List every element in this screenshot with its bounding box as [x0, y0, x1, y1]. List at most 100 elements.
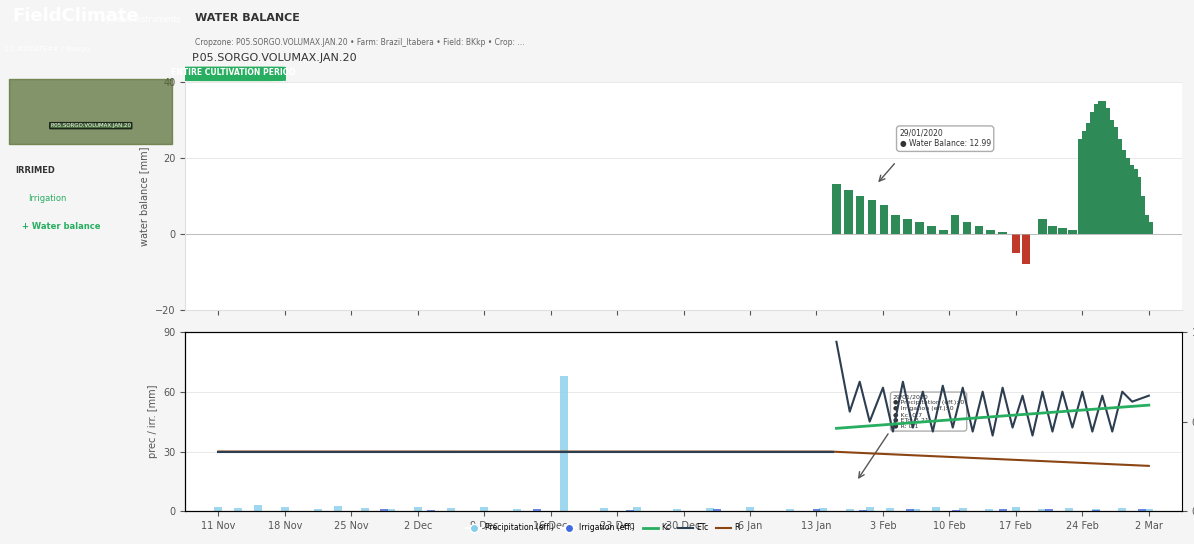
- Text: ENTIRE CULTIVATION PERIOD: ENTIRE CULTIVATION PERIOD: [171, 68, 296, 77]
- Bar: [447, 508, 455, 511]
- Text: WATER BALANCE: WATER BALANCE: [195, 13, 300, 23]
- Bar: [1097, 101, 1106, 234]
- Bar: [904, 219, 912, 234]
- Bar: [892, 215, 900, 234]
- Bar: [1091, 510, 1100, 511]
- Bar: [361, 508, 369, 511]
- Bar: [1038, 219, 1047, 234]
- Bar: [746, 508, 755, 511]
- Y-axis label: water balance [mm]: water balance [mm]: [140, 146, 149, 245]
- Bar: [427, 510, 435, 511]
- Bar: [234, 508, 242, 511]
- Bar: [845, 509, 854, 511]
- Bar: [832, 184, 841, 234]
- Y-axis label: prec / irr. [mm]: prec / irr. [mm]: [148, 385, 158, 459]
- Bar: [1065, 508, 1073, 511]
- Text: 1.0.##DATE## / Mango: 1.0.##DATE## / Mango: [4, 46, 88, 52]
- Bar: [959, 508, 967, 511]
- Bar: [915, 222, 924, 234]
- Bar: [812, 509, 820, 511]
- Bar: [673, 509, 681, 511]
- Bar: [998, 232, 1007, 234]
- Text: IRRIMED: IRRIMED: [14, 166, 55, 175]
- Bar: [974, 226, 983, 234]
- Bar: [1121, 158, 1130, 234]
- Bar: [1106, 120, 1114, 234]
- Bar: [952, 510, 960, 511]
- Text: 29/01/2020
● Water Balance: 12.99: 29/01/2020 ● Water Balance: 12.99: [899, 129, 991, 149]
- Bar: [912, 509, 921, 511]
- Bar: [1048, 226, 1057, 234]
- Bar: [1118, 150, 1126, 234]
- Bar: [560, 376, 568, 511]
- Bar: [1069, 230, 1077, 234]
- Bar: [1058, 228, 1066, 234]
- Bar: [1090, 112, 1098, 234]
- Bar: [1133, 177, 1141, 234]
- Bar: [1085, 123, 1095, 234]
- Bar: [1022, 234, 1030, 264]
- Bar: [1125, 165, 1133, 234]
- Bar: [513, 509, 522, 511]
- Text: P.05.SORGO.VOLUMAX.JAN.20: P.05.SORGO.VOLUMAX.JAN.20: [50, 123, 131, 128]
- Text: by Pessl Instruments: by Pessl Instruments: [101, 15, 181, 24]
- Bar: [1138, 509, 1146, 511]
- Bar: [856, 196, 864, 234]
- Bar: [1094, 104, 1102, 234]
- Bar: [880, 206, 888, 234]
- Bar: [1078, 139, 1087, 234]
- Bar: [1119, 508, 1126, 511]
- Bar: [986, 230, 995, 234]
- Bar: [413, 508, 421, 511]
- Bar: [938, 230, 948, 234]
- Bar: [281, 508, 289, 511]
- Bar: [1011, 508, 1020, 511]
- Bar: [334, 506, 341, 511]
- Bar: [1145, 509, 1153, 511]
- Bar: [387, 509, 395, 511]
- Bar: [844, 190, 853, 234]
- Bar: [214, 508, 222, 511]
- Bar: [886, 508, 893, 511]
- Bar: [713, 509, 721, 511]
- Bar: [786, 509, 794, 511]
- Text: FieldClimate: FieldClimate: [12, 7, 139, 26]
- Bar: [998, 509, 1007, 511]
- Bar: [1082, 131, 1090, 234]
- Bar: [534, 509, 541, 511]
- Bar: [866, 508, 874, 511]
- Bar: [1109, 127, 1118, 234]
- Bar: [706, 508, 714, 511]
- Text: 29/01/2020
● Precipitation (eff.): 0
● Irrigation (eff.): 0
● Kc: 0.7
● ETc: 3.2: 29/01/2020 ● Precipitation (eff.): 0 ● I…: [893, 394, 965, 429]
- Bar: [1113, 139, 1122, 234]
- Text: Cropzone: P05.SORGO.VOLUMAX.JAN.20 • Farm: Brazil_Itabera • Field: BKkp • Crop: : Cropzone: P05.SORGO.VOLUMAX.JAN.20 • Far…: [195, 38, 524, 47]
- FancyBboxPatch shape: [180, 66, 287, 81]
- Bar: [1045, 509, 1053, 511]
- Bar: [1102, 108, 1110, 234]
- Bar: [633, 508, 641, 511]
- Bar: [1140, 215, 1150, 234]
- Text: P.05.SORGO.VOLUMAX.JAN.20: P.05.SORGO.VOLUMAX.JAN.20: [192, 53, 358, 64]
- Bar: [1039, 509, 1046, 511]
- Bar: [1011, 234, 1020, 253]
- Legend: Precipitation (eff.), Irrigation (eff.), Kc, ETc, R: Precipitation (eff.), Irrigation (eff.),…: [463, 520, 743, 535]
- Bar: [905, 509, 913, 511]
- Bar: [627, 510, 634, 511]
- Bar: [381, 509, 388, 511]
- Bar: [1145, 222, 1153, 234]
- Bar: [480, 508, 488, 511]
- Text: + Water balance: + Water balance: [23, 221, 100, 231]
- Bar: [927, 226, 936, 234]
- Bar: [1128, 169, 1138, 234]
- Bar: [314, 509, 322, 511]
- Bar: [868, 200, 876, 234]
- Bar: [1137, 196, 1145, 234]
- Bar: [599, 508, 608, 511]
- Bar: [819, 508, 827, 511]
- Bar: [985, 509, 993, 511]
- Bar: [933, 508, 940, 511]
- Bar: [962, 222, 971, 234]
- Bar: [254, 505, 263, 511]
- Bar: [858, 510, 867, 511]
- Text: Irrigation: Irrigation: [27, 194, 66, 203]
